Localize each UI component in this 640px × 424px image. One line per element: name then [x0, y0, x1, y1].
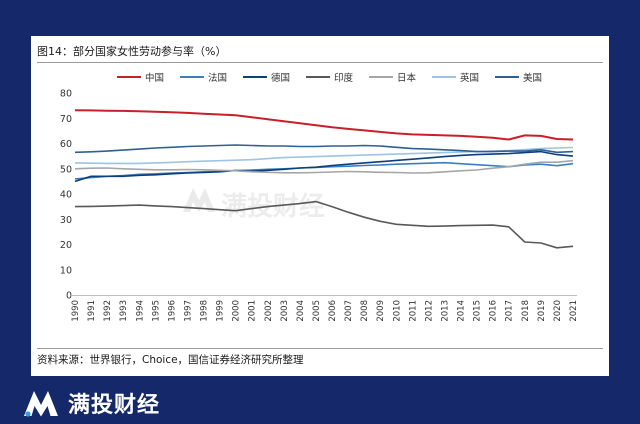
y-tick-label: 0	[66, 291, 72, 302]
x-tick-label: 1999	[216, 300, 226, 322]
x-tick-label: 2005	[312, 300, 322, 322]
y-tick-label: 10	[60, 265, 72, 276]
x-tick-label: 2008	[360, 300, 370, 322]
x-tick-label: 1993	[119, 300, 129, 322]
y-tick-label: 20	[60, 240, 72, 251]
x-tick-label: 2013	[440, 300, 450, 322]
series-line-英国	[74, 146, 574, 165]
series-line-日本	[74, 159, 574, 174]
legend-item: 法国	[180, 72, 227, 84]
x-tick-label: 2018	[521, 300, 531, 322]
y-tick-label: 30	[60, 215, 72, 226]
legend-label: 英国	[460, 72, 479, 84]
chart-card: 图14：部分国家女性劳动参与率（%） 满投财经 0 10 20 30 40 50 60 70 8…	[31, 36, 609, 376]
y-tick-label: 50	[60, 164, 72, 175]
title-divider	[37, 62, 603, 63]
y-tick-label: 80	[60, 89, 72, 100]
x-tick-label: 1995	[151, 300, 161, 322]
x-tick-label: 2015	[473, 300, 483, 322]
legend-label: 印度	[334, 72, 354, 84]
y-tick-label: 70	[60, 114, 72, 125]
source-note: 资料来源：世界银行，Choice，国信证券经济研究所整理	[37, 354, 304, 366]
brand-logo-icon	[24, 391, 58, 417]
legend-item: 美国	[495, 72, 542, 84]
x-tick-label: 2016	[489, 300, 499, 322]
legend-label: 美国	[523, 72, 542, 84]
brand-footer: 满投财经	[22, 388, 160, 418]
x-tick-label: 2019	[537, 300, 547, 322]
legend-item: 日本	[369, 72, 417, 84]
x-tick-label: 2011	[408, 300, 418, 322]
x-tick-label: 2007	[344, 300, 354, 322]
legend-item: 英国	[432, 72, 479, 84]
series-line-印度	[74, 200, 574, 249]
x-tick-label: 1998	[200, 300, 210, 322]
series-line-中国	[74, 109, 574, 141]
x-tick-label: 1996	[167, 300, 177, 322]
x-tick-label: 1992	[103, 300, 113, 322]
watermark-text: 满投财经	[221, 192, 326, 222]
x-tick-label: 2014	[457, 300, 467, 322]
series-line-德国	[74, 150, 574, 183]
y-tick-label: 60	[60, 139, 72, 150]
series-line-法国	[74, 161, 574, 180]
line-chart: 0 10 20 30 40 50 60 70 80 1990 1991 1992 1993 1994 199…	[60, 72, 579, 322]
legend-item: 中国	[117, 72, 164, 84]
legend-label: 中国	[145, 72, 164, 84]
x-tick-label: 2012	[424, 300, 434, 322]
x-tick-label: 2000	[232, 300, 242, 322]
x-tick-label: 2002	[264, 300, 274, 322]
x-tick-label: 1991	[87, 300, 97, 322]
source-divider	[37, 348, 603, 349]
x-tick-label: 1997	[183, 300, 193, 322]
x-tick-label: 2010	[392, 300, 402, 322]
legend-label: 日本	[397, 72, 417, 84]
x-tick-label: 2006	[328, 300, 338, 322]
legend-label: 德国	[271, 72, 290, 84]
x-tick-label: 1994	[135, 300, 145, 322]
x-tick-label: 2020	[553, 300, 563, 322]
x-tick-label: 2004	[296, 300, 306, 322]
chart-title: 图14：部分国家女性劳动参与率（%）	[37, 45, 227, 58]
x-tick-label: 2001	[248, 300, 258, 322]
legend-item: 印度	[306, 72, 354, 84]
x-tick-label: 2003	[280, 300, 290, 322]
x-tick-label: 2017	[505, 300, 515, 322]
series-line-美国	[74, 144, 574, 154]
watermark-logo-icon	[183, 188, 215, 212]
brand-name: 满投财经	[68, 393, 161, 418]
x-tick-label: 2021	[569, 300, 579, 322]
legend-item: 德国	[243, 72, 290, 84]
y-tick-label: 40	[60, 190, 72, 201]
x-tick-label: 1990	[71, 300, 81, 322]
x-tick-label: 2009	[376, 300, 386, 322]
legend-label: 法国	[208, 72, 227, 84]
